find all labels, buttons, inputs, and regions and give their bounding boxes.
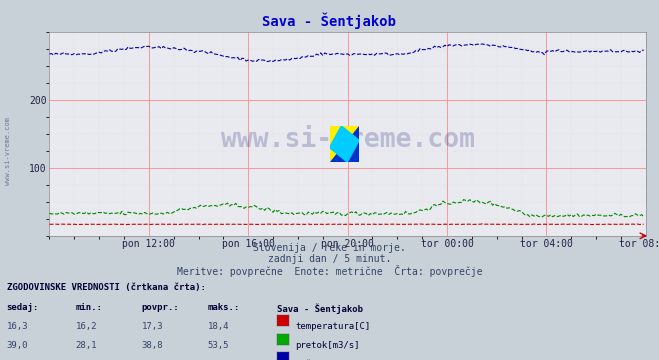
Polygon shape <box>330 126 359 162</box>
Text: temperatura[C]: temperatura[C] <box>295 322 370 331</box>
Text: 39,0: 39,0 <box>7 341 28 350</box>
Text: www.si-vreme.com: www.si-vreme.com <box>221 127 474 153</box>
Text: Meritve: povprečne  Enote: metrične  Črta: povprečje: Meritve: povprečne Enote: metrične Črta:… <box>177 265 482 276</box>
Text: www.si-vreme.com: www.si-vreme.com <box>5 117 11 185</box>
Text: 18,4: 18,4 <box>208 322 229 331</box>
Text: ZGODOVINSKE VREDNOSTI (črtkana črta):: ZGODOVINSKE VREDNOSTI (črtkana črta): <box>7 283 206 292</box>
Text: Sava - Šentjakob: Sava - Šentjakob <box>262 13 397 29</box>
Polygon shape <box>330 126 359 162</box>
Text: povpr.:: povpr.: <box>142 303 179 312</box>
Text: pretok[m3/s]: pretok[m3/s] <box>295 341 360 350</box>
Text: Slovenija / reke in morje.: Slovenija / reke in morje. <box>253 243 406 253</box>
Text: maks.:: maks.: <box>208 303 240 312</box>
Text: 28,1: 28,1 <box>76 341 98 350</box>
Text: 53,5: 53,5 <box>208 341 229 350</box>
Text: sedaj:: sedaj: <box>7 303 39 312</box>
Text: 17,3: 17,3 <box>142 322 163 331</box>
Text: min.:: min.: <box>76 303 103 312</box>
Text: zadnji dan / 5 minut.: zadnji dan / 5 minut. <box>268 254 391 264</box>
Text: 16,3: 16,3 <box>7 322 28 331</box>
Text: 16,2: 16,2 <box>76 322 98 331</box>
Polygon shape <box>330 126 359 162</box>
Text: Sava - Šentjakob: Sava - Šentjakob <box>277 303 363 314</box>
Text: 38,8: 38,8 <box>142 341 163 350</box>
